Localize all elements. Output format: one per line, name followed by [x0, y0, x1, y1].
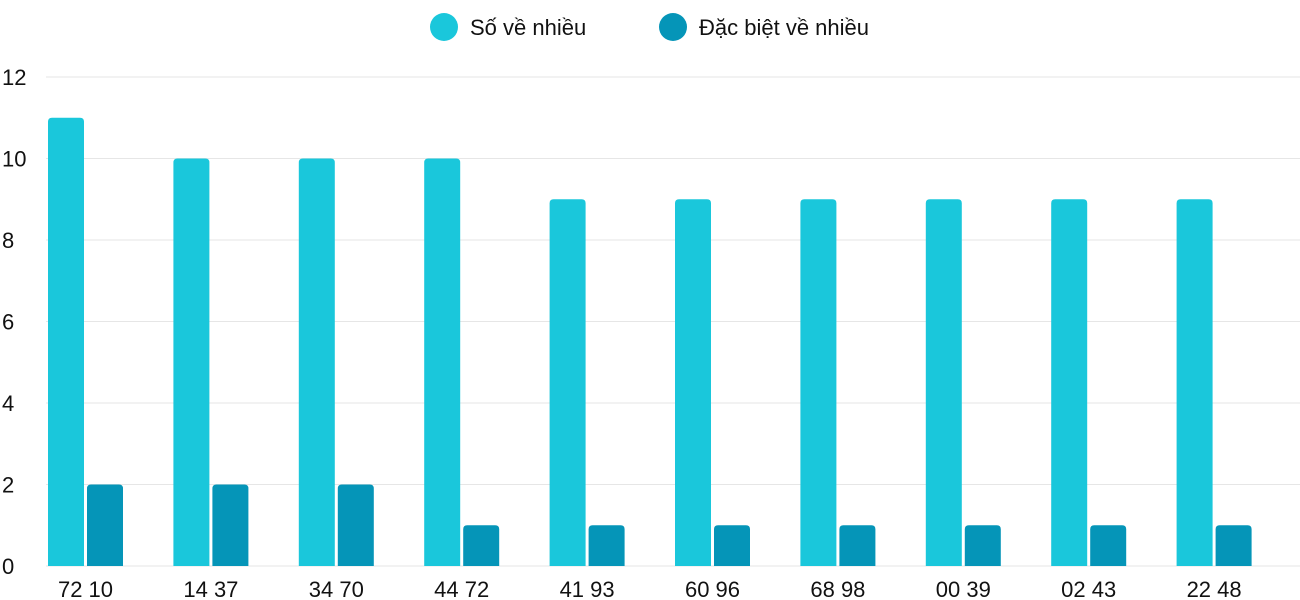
bar-so-ve-nhieu — [1176, 199, 1213, 566]
x-tick-label: 34 70 — [309, 577, 364, 600]
x-tick-label: 44 72 — [434, 577, 489, 600]
x-tick-label: 60 96 — [685, 577, 740, 600]
bar-so-ve-nhieu — [925, 199, 962, 566]
x-axis-ticks: 72 10 14 37 34 70 44 72 41 93 60 96 68 98 00 39… — [58, 577, 1242, 600]
bar-dac-biet-ve-nhieu — [964, 525, 1001, 566]
x-tick-label: 72 10 — [58, 577, 113, 600]
x-tick-label: 02 43 — [1061, 577, 1116, 600]
bar-so-ve-nhieu — [424, 158, 461, 566]
y-tick-label: 12 — [2, 65, 26, 90]
bar-so-ve-nhieu — [675, 199, 711, 566]
bar-dac-biet-ve-nhieu — [839, 525, 876, 566]
y-tick-label: 6 — [2, 310, 14, 335]
bar-so-ve-nhieu — [800, 199, 837, 566]
bar-dac-biet-ve-nhieu — [588, 525, 625, 566]
bar-dac-biet-ve-nhieu — [337, 484, 374, 566]
legend-marker — [430, 13, 458, 41]
x-tick-label: 68 98 — [810, 577, 865, 600]
y-tick-label: 0 — [2, 554, 14, 579]
x-tick-label: 41 93 — [560, 577, 615, 600]
bars — [48, 117, 1252, 566]
bar-so-ve-nhieu — [173, 158, 210, 566]
bar-so-ve-nhieu — [1051, 199, 1088, 566]
y-tick-label: 4 — [2, 391, 14, 416]
bar-dac-biet-ve-nhieu — [212, 484, 249, 566]
legend-label: Đặc biệt về nhiều — [699, 15, 869, 40]
legend-marker — [659, 13, 687, 41]
legend: Số về nhiều Đặc biệt về nhiều — [430, 13, 869, 41]
bar-dac-biet-ve-nhieu — [714, 525, 750, 566]
x-tick-label: 00 39 — [936, 577, 991, 600]
bar-so-ve-nhieu — [48, 117, 84, 566]
gridlines — [46, 76, 1300, 567]
y-tick-label: 8 — [2, 228, 14, 253]
x-tick-label: 22 48 — [1187, 577, 1242, 600]
y-tick-label: 2 — [2, 473, 14, 498]
bar-dac-biet-ve-nhieu — [1090, 525, 1127, 566]
y-tick-label: 10 — [2, 147, 26, 172]
x-tick-label: 14 37 — [183, 577, 238, 600]
bar-so-ve-nhieu — [298, 158, 335, 566]
bar-dac-biet-ve-nhieu — [87, 484, 123, 566]
bar-dac-biet-ve-nhieu — [1215, 525, 1252, 566]
legend-label: Số về nhiều — [470, 15, 586, 40]
bar-so-ve-nhieu — [549, 199, 586, 566]
bar-dac-biet-ve-nhieu — [463, 525, 500, 566]
y-axis-ticks: 0 2 4 6 8 10 12 — [2, 65, 26, 579]
